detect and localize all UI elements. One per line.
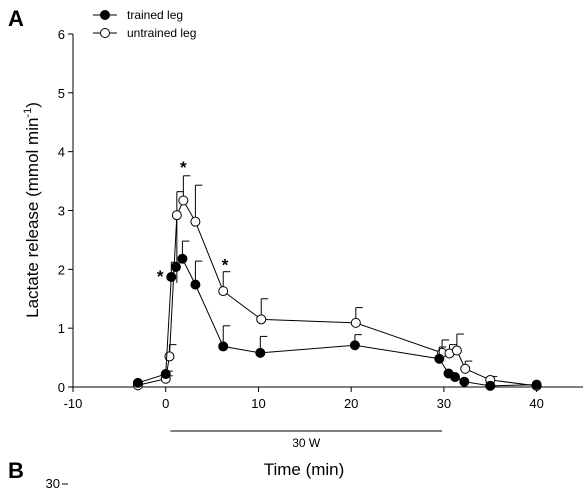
x-tick-label: 30	[437, 396, 451, 411]
y-tick-label: 6	[58, 27, 65, 42]
panel-b-letter: B	[8, 458, 24, 483]
y-tick-label: 1	[58, 321, 65, 336]
y-axis-title: Lactate release (mmol min-1)	[22, 102, 42, 318]
data-point-trained	[132, 377, 143, 388]
y-tick-label: 0	[58, 380, 65, 395]
x-tick-label: -10	[64, 396, 83, 411]
data-point-untrained	[256, 314, 267, 325]
series-line-untrained	[137, 199, 537, 387]
legend-marker-untrained	[100, 28, 110, 38]
data-point-trained	[531, 379, 542, 390]
data-point-untrained	[451, 345, 462, 356]
data-point-trained	[349, 340, 360, 351]
x-tick-label: 20	[344, 396, 358, 411]
data-point-trained	[177, 253, 188, 264]
chart-series	[132, 175, 542, 391]
chart-annotations: * * * 30 W	[157, 158, 443, 450]
data-point-untrained	[350, 317, 361, 328]
data-point-trained	[255, 347, 266, 358]
data-point-trained	[160, 369, 171, 380]
data-point-untrained	[178, 195, 189, 206]
legend-marker-trained	[100, 10, 110, 20]
data-point-trained	[485, 380, 496, 391]
data-point-untrained	[460, 363, 471, 374]
data-point-untrained	[171, 210, 182, 221]
y-tick-label: 5	[58, 86, 65, 101]
data-point-trained	[166, 271, 177, 282]
legend-label-trained: trained leg	[127, 8, 183, 22]
data-point-untrained	[190, 216, 201, 227]
panel-a-letter: A	[8, 6, 24, 31]
data-point-trained	[170, 261, 181, 272]
y-tick-label: 3	[58, 204, 65, 219]
y-tick-label: 4	[58, 145, 65, 160]
data-point-trained	[190, 279, 201, 290]
panel-b-top-tick: 30	[46, 476, 60, 490]
significance-marker: *	[222, 255, 229, 274]
exercise-period-label: 30 W	[292, 436, 321, 450]
x-tick-label: 0	[162, 396, 169, 411]
data-point-trained	[450, 371, 461, 382]
series-trained	[132, 240, 542, 391]
data-point-trained	[434, 353, 445, 364]
x-axis-title: Time (min)	[264, 460, 345, 479]
legend: trained leg untrained leg	[93, 8, 196, 40]
y-tick-label: 2	[58, 262, 65, 277]
x-tick-label: 10	[251, 396, 265, 411]
x-tick-label: 40	[529, 396, 543, 411]
data-point-trained	[218, 341, 229, 352]
data-point-trained	[459, 376, 470, 387]
legend-label-untrained: untrained leg	[127, 26, 196, 40]
significance-marker: *	[157, 267, 164, 286]
significance-marker: *	[180, 158, 187, 177]
data-point-untrained	[218, 286, 229, 297]
